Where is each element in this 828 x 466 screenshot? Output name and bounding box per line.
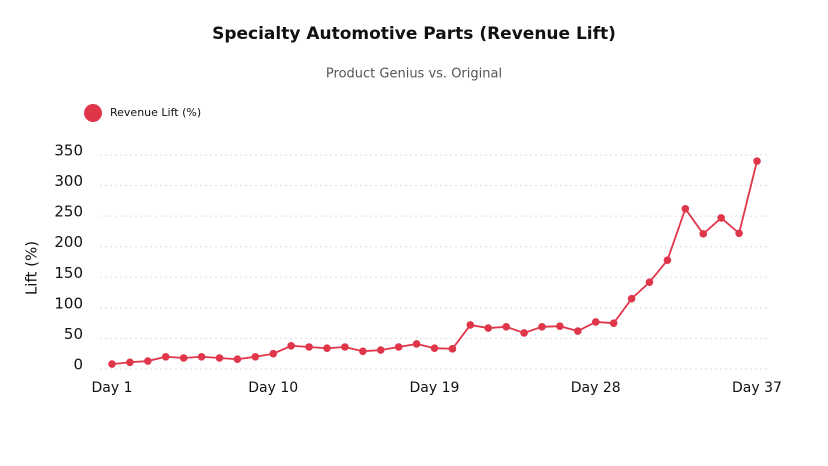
y-tick-label: 250 <box>54 203 83 221</box>
data-point <box>341 343 349 351</box>
data-point <box>287 341 295 350</box>
y-tick-label: 300 <box>54 172 83 190</box>
y-tick-label: 350 <box>54 142 83 160</box>
data-point <box>484 324 493 332</box>
legend-marker <box>84 104 102 122</box>
data-point <box>735 229 743 238</box>
data-point <box>502 323 510 331</box>
chart-subtitle: Product Genius vs. Original <box>326 67 502 82</box>
x-tick-label: Day 1 <box>91 380 132 396</box>
data-point <box>556 322 564 331</box>
data-point <box>376 346 385 354</box>
data-point <box>627 294 636 303</box>
data-point <box>305 343 313 351</box>
data-point <box>233 355 242 364</box>
data-point <box>161 352 170 361</box>
y-tick-label: 100 <box>54 294 83 312</box>
data-point <box>126 358 134 367</box>
data-point <box>520 329 528 337</box>
data-point <box>591 318 600 326</box>
data-point <box>448 345 457 353</box>
x-tick-label: Day 19 <box>410 380 460 396</box>
data-point <box>645 278 654 286</box>
data-point <box>144 357 152 365</box>
data-point <box>753 157 761 165</box>
data-point <box>412 340 421 348</box>
data-point <box>394 343 403 351</box>
y-tick-label: 150 <box>54 264 83 282</box>
data-point <box>323 344 331 353</box>
x-tick-label: Day 37 <box>732 380 782 396</box>
data-point <box>215 354 224 362</box>
data-point <box>179 354 188 362</box>
data-point <box>681 205 690 213</box>
data-point <box>699 230 708 238</box>
data-point <box>538 323 546 331</box>
chart-title: Specialty Automotive Parts (Revenue Lift… <box>212 24 616 44</box>
series-line <box>111 160 758 366</box>
data-point <box>609 319 618 327</box>
data-point <box>359 347 367 356</box>
y-tick-label: 0 <box>73 356 83 374</box>
data-point <box>717 214 725 222</box>
y-tick-label: 200 <box>54 233 83 251</box>
data-point <box>663 256 672 264</box>
x-tick-label: Day 28 <box>571 380 621 396</box>
y-axis-label: Lift (%) <box>23 241 41 295</box>
data-point <box>197 352 206 361</box>
data-point <box>574 327 582 335</box>
data-point <box>466 321 475 329</box>
data-point <box>108 360 116 368</box>
data-point <box>251 352 260 361</box>
x-tick-label: Day 10 <box>248 380 298 396</box>
data-point <box>430 344 439 353</box>
data-point <box>269 349 278 358</box>
legend-label: Revenue Lift (%) <box>110 106 201 119</box>
y-tick-label: 50 <box>64 325 83 343</box>
